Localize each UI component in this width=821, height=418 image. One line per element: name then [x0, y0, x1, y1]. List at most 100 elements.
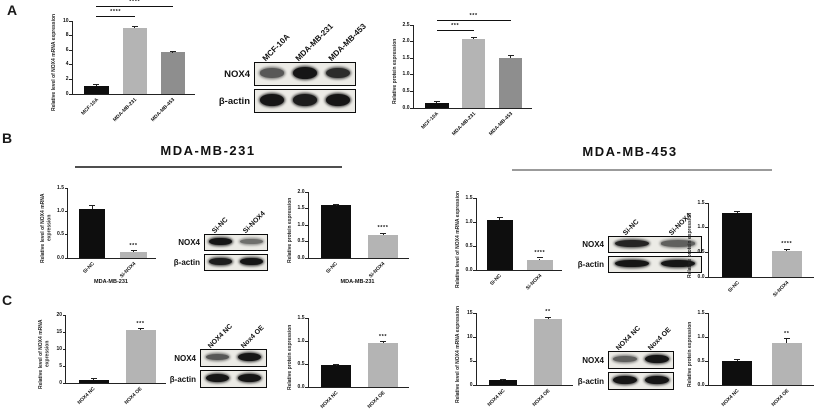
x-tick-label: Si-NC [726, 280, 741, 294]
y-tick-label: 0.5 [697, 248, 705, 255]
y-tick-label: 2 [65, 75, 69, 82]
y-tick-label: 1.0 [57, 207, 64, 214]
blot-box [254, 62, 356, 86]
bar [160, 52, 186, 94]
bar [321, 365, 351, 387]
significance-stars: **** [129, 0, 141, 6]
y-tick [62, 365, 66, 367]
x-tick-label: MCF-10A [420, 111, 440, 131]
section-underline-right [512, 169, 772, 171]
plot-area: 0 2 4 6 8 10 **** **** [63, 0, 195, 96]
y-tick-label: 5 [469, 357, 473, 364]
error-bar-cap [783, 338, 790, 340]
y-tick-label: 1.0 [402, 71, 410, 78]
blot-box [200, 370, 267, 388]
y-tick [705, 227, 709, 229]
error-bar-cap [433, 101, 440, 103]
bar [84, 85, 109, 94]
y-tick [410, 107, 414, 109]
x-tick-label: Si-NC [489, 273, 504, 287]
x-axis-labels: Si-NC Si-NOX4 [308, 259, 408, 279]
lane-labels: NOX4 NC Nox4 OE [608, 320, 673, 352]
x-tick-label: MCF-10A [80, 97, 100, 117]
blot-row-label: NOX4 [582, 355, 604, 365]
error-bar [736, 360, 738, 361]
blot-row: NOX4 [570, 236, 702, 253]
error-bar-cap [333, 363, 339, 365]
bar [78, 379, 109, 383]
lane-labels: MCF-10A MDA-MB-231 MDA-MB-453 [254, 12, 368, 63]
x-axis-group-label: MDA-MB-231 [94, 279, 128, 285]
lane-labels: Si-NC Si-NOX4 [204, 204, 267, 235]
y-tick-label: 0.0 [697, 381, 705, 388]
error-bar-cap [90, 378, 97, 380]
significance-stars: **** [781, 241, 793, 248]
plot-area: 0.0 0.5 1.0 1.5 *** [57, 185, 156, 260]
y-tick [473, 312, 477, 314]
error-bar-cap [507, 55, 514, 57]
significance-line [96, 5, 173, 8]
lane-label: Nox4 OE [239, 324, 266, 350]
error-bar [91, 206, 93, 209]
y-tick [69, 93, 73, 95]
blot-row-label: β-actin [218, 95, 250, 107]
error-bar-cap [130, 250, 137, 252]
y-tick [473, 269, 477, 271]
error-bar [502, 379, 504, 381]
error-bar [473, 37, 475, 39]
y-tick-label: 10 [466, 333, 473, 340]
error-bar [547, 317, 549, 320]
lane-label: MCF-10A [260, 32, 292, 63]
y-tick-label: 0.5 [297, 360, 305, 367]
blot-box [204, 234, 268, 251]
error-bar [436, 102, 438, 104]
section-header-mda-mb-231: MDA-MB-231 [160, 143, 256, 158]
protein-band [661, 259, 695, 268]
lane-label: NOX4 NC [615, 325, 643, 352]
error-bar [786, 249, 788, 252]
y-tick-label: 4 [65, 61, 69, 68]
y-tick [305, 340, 309, 342]
bar [368, 234, 398, 258]
y-tick-label: 1.5 [57, 184, 64, 191]
x-tick-label: NOX4 OE [123, 386, 144, 406]
blot-row: NOX4 [168, 234, 268, 251]
bar [424, 103, 449, 108]
y-axis-title: Relative protein expression [392, 38, 398, 105]
y-axis-title: Relative protein expression [287, 197, 293, 263]
blot-box [200, 349, 267, 367]
significance-stars: *** [469, 13, 478, 20]
blot-box [254, 89, 356, 113]
bar [722, 361, 753, 385]
y-tick-label: 1.0 [697, 224, 705, 231]
x-tick-label: NOX4 NC [486, 388, 507, 408]
error-bar-cap [93, 84, 100, 86]
blot-row-label: NOX4 [582, 240, 604, 249]
blot-box [608, 351, 674, 369]
y-tick [305, 191, 309, 193]
y-tick-label: 1.5 [297, 205, 305, 211]
plot-area: 0.0 0.5 1.0 1.5 **** [466, 195, 562, 272]
bar [321, 205, 351, 258]
y-tick [705, 251, 709, 253]
y-tick [69, 49, 73, 51]
protein-band [240, 238, 263, 245]
blot-box [608, 236, 702, 253]
lane-label: Si-NOX4 [241, 210, 267, 235]
y-tick [305, 363, 309, 365]
y-tick-label: 10 [62, 17, 69, 24]
y-tick [62, 382, 66, 384]
significance-stars: **** [534, 249, 546, 256]
y-tick [69, 78, 73, 80]
y-tick [705, 276, 709, 278]
error-bar-cap [333, 203, 339, 205]
y-axis-title: Relative protein expression [687, 212, 693, 278]
plot-area: 0.0 0.5 1.0 1.5 **** [698, 200, 814, 279]
y-tick [473, 245, 477, 247]
y-tick-label: 1.5 [402, 54, 410, 61]
x-tick-label: NOX4 NC [319, 390, 340, 410]
bar [125, 330, 156, 383]
y-tick [473, 336, 477, 338]
y-tick [64, 210, 68, 212]
y-tick [64, 234, 68, 236]
